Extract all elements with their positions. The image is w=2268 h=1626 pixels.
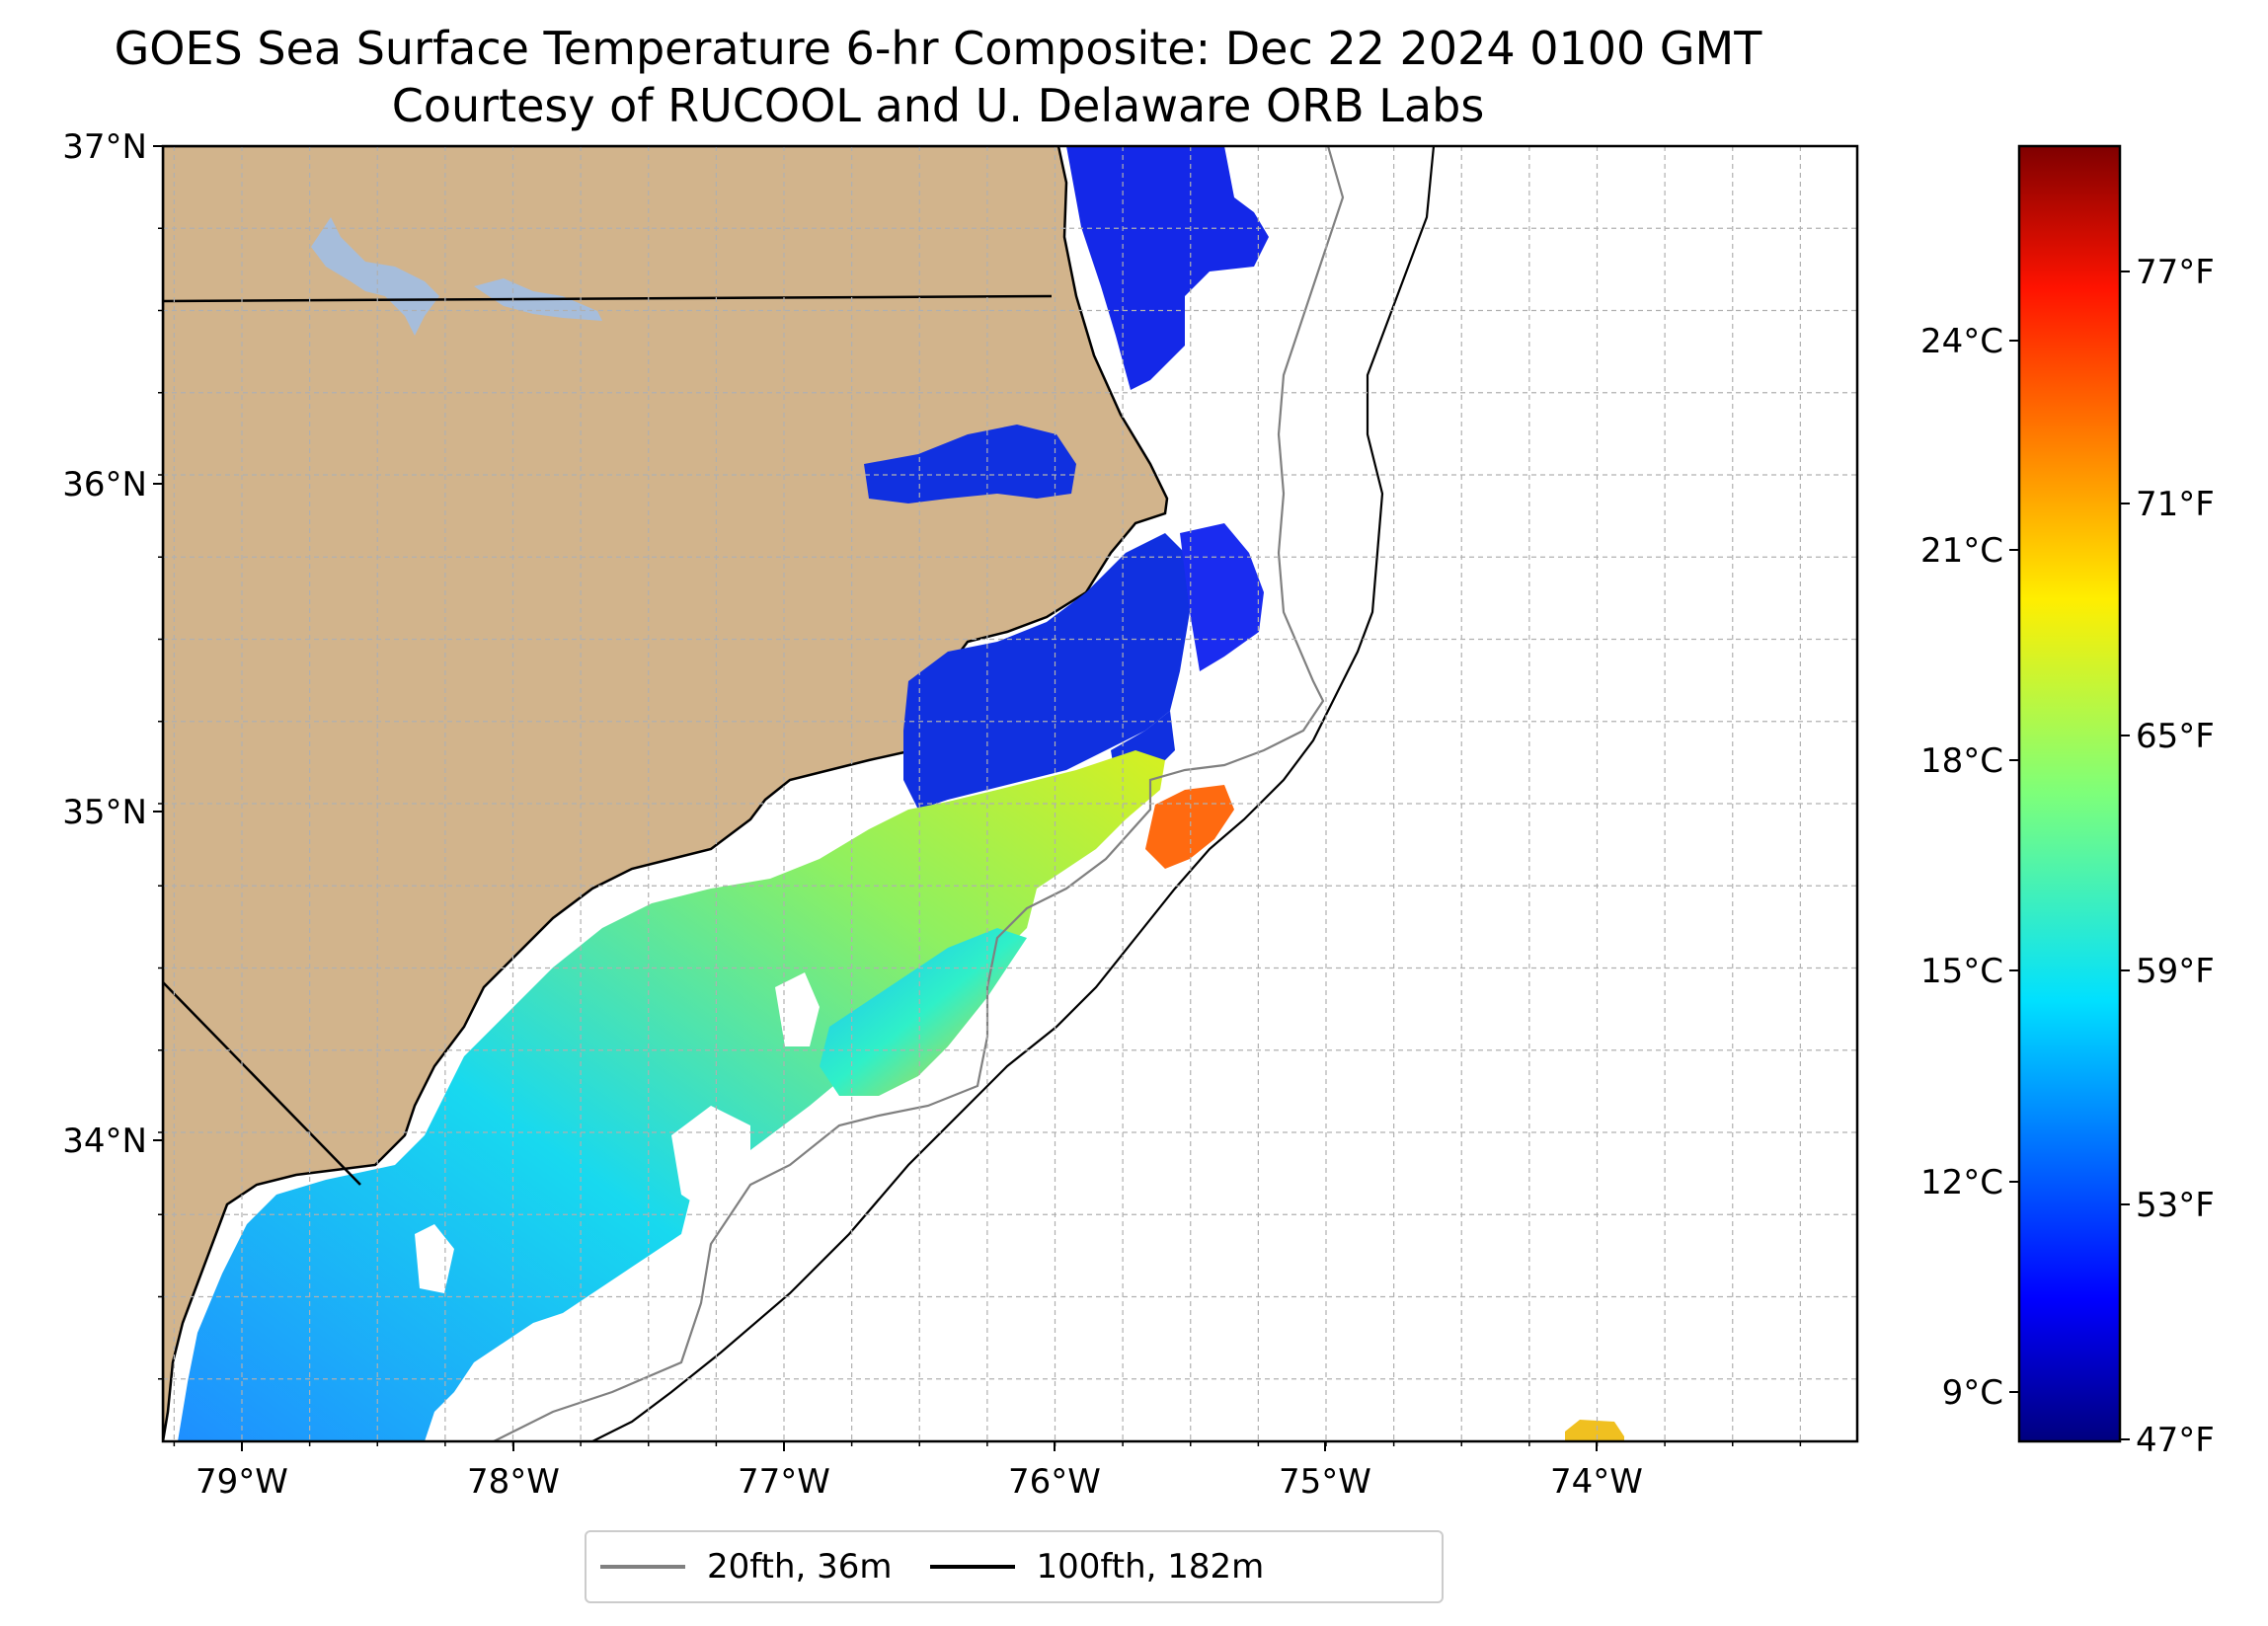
colorbar-fahrenheit-label: 71°F: [2136, 485, 2215, 524]
lake: [311, 217, 439, 336]
longitude-axis: 79°W 78°W 77°W 76°W 75°W 74°W: [173, 1441, 1802, 1502]
sst-field-gulfstream-shelf: [1145, 785, 1234, 869]
sst-field-offshore-blob: [1565, 1420, 1624, 1441]
isobath-100fth: [591, 146, 1436, 1441]
colorbar-fahrenheit-label: 47°F: [2136, 1421, 2215, 1460]
colorbar-fahrenheit-label: 59°F: [2136, 952, 2215, 991]
colorbar-fahrenheit-label: 77°F: [2136, 253, 2215, 292]
colorbar-celsius-label: 9°C: [1942, 1373, 2003, 1413]
lat-label: 35°N: [62, 793, 147, 832]
data-gap: [775, 972, 820, 1046]
state-border: [163, 294, 1053, 303]
legend-item-100fth: 100fth, 182m: [929, 1547, 1265, 1587]
lon-label: 76°W: [1008, 1462, 1101, 1502]
data-gap: [415, 1224, 454, 1293]
isobath-20fth: [493, 146, 1345, 1441]
colorbar-celsius-label: 21°C: [1920, 531, 2003, 571]
lon-label: 79°W: [196, 1462, 288, 1502]
colorbar-fahrenheit-label: 65°F: [2136, 717, 2215, 756]
legend-line-gray: [600, 1565, 685, 1569]
lat-label: 37°N: [62, 127, 147, 167]
latitude-axis: 37°N 36°N 35°N 34°N: [62, 127, 163, 1380]
sst-field-warm-patch: [820, 928, 1027, 1096]
lat-label: 34°N: [62, 1122, 147, 1161]
albemarle-sound: [864, 425, 1076, 503]
colorbar-celsius-axis: 24°C 21°C 18°C 15°C 12°C 9°C: [1920, 322, 2019, 1413]
colorbar-fahrenheit-axis: 77°F 71°F 65°F 59°F 53°F 47°F: [2120, 253, 2215, 1460]
graticule: [163, 146, 1857, 1441]
lat-label: 36°N: [62, 465, 147, 504]
legend-label: 20fth, 36m: [707, 1547, 893, 1587]
legend-label: 100fth, 182m: [1036, 1547, 1265, 1587]
colorbar-fahrenheit-label: 53°F: [2136, 1186, 2215, 1225]
sst-field-north: [1066, 146, 1269, 390]
colorbar-celsius-label: 24°C: [1920, 322, 2003, 361]
figure-subtitle: Courtesy of RUCOOL and U. Delaware ORB L…: [391, 79, 1485, 132]
lon-label: 74°W: [1550, 1462, 1643, 1502]
lon-label: 78°W: [467, 1462, 560, 1502]
colorbar-celsius-label: 15°C: [1920, 952, 2003, 991]
legend-item-20fth: 20fth, 36m: [600, 1547, 893, 1587]
map-area: [163, 146, 1857, 1441]
lon-label: 75°W: [1279, 1462, 1371, 1502]
legend-line-black: [929, 1565, 1015, 1569]
sst-field-hatteras: [1180, 523, 1264, 671]
map-frame: [161, 144, 1859, 1443]
figure-title: GOES Sea Surface Temperature 6-hr Compos…: [114, 22, 1762, 75]
colorbar: 24°C 21°C 18°C 15°C 12°C 9°C 77°F 71°F 65°F 59°F…: [1920, 144, 2215, 1460]
state-border: [163, 981, 361, 1186]
colorbar-gradient: [2017, 144, 2122, 1443]
isobath-legend: 20fth, 36m 100fth, 182m: [585, 1530, 1444, 1603]
colorbar-celsius-label: 12°C: [1920, 1163, 2003, 1202]
pamlico-sound: [903, 533, 1190, 810]
colorbar-celsius-label: 18°C: [1920, 741, 2003, 781]
lon-label: 77°W: [738, 1462, 830, 1502]
